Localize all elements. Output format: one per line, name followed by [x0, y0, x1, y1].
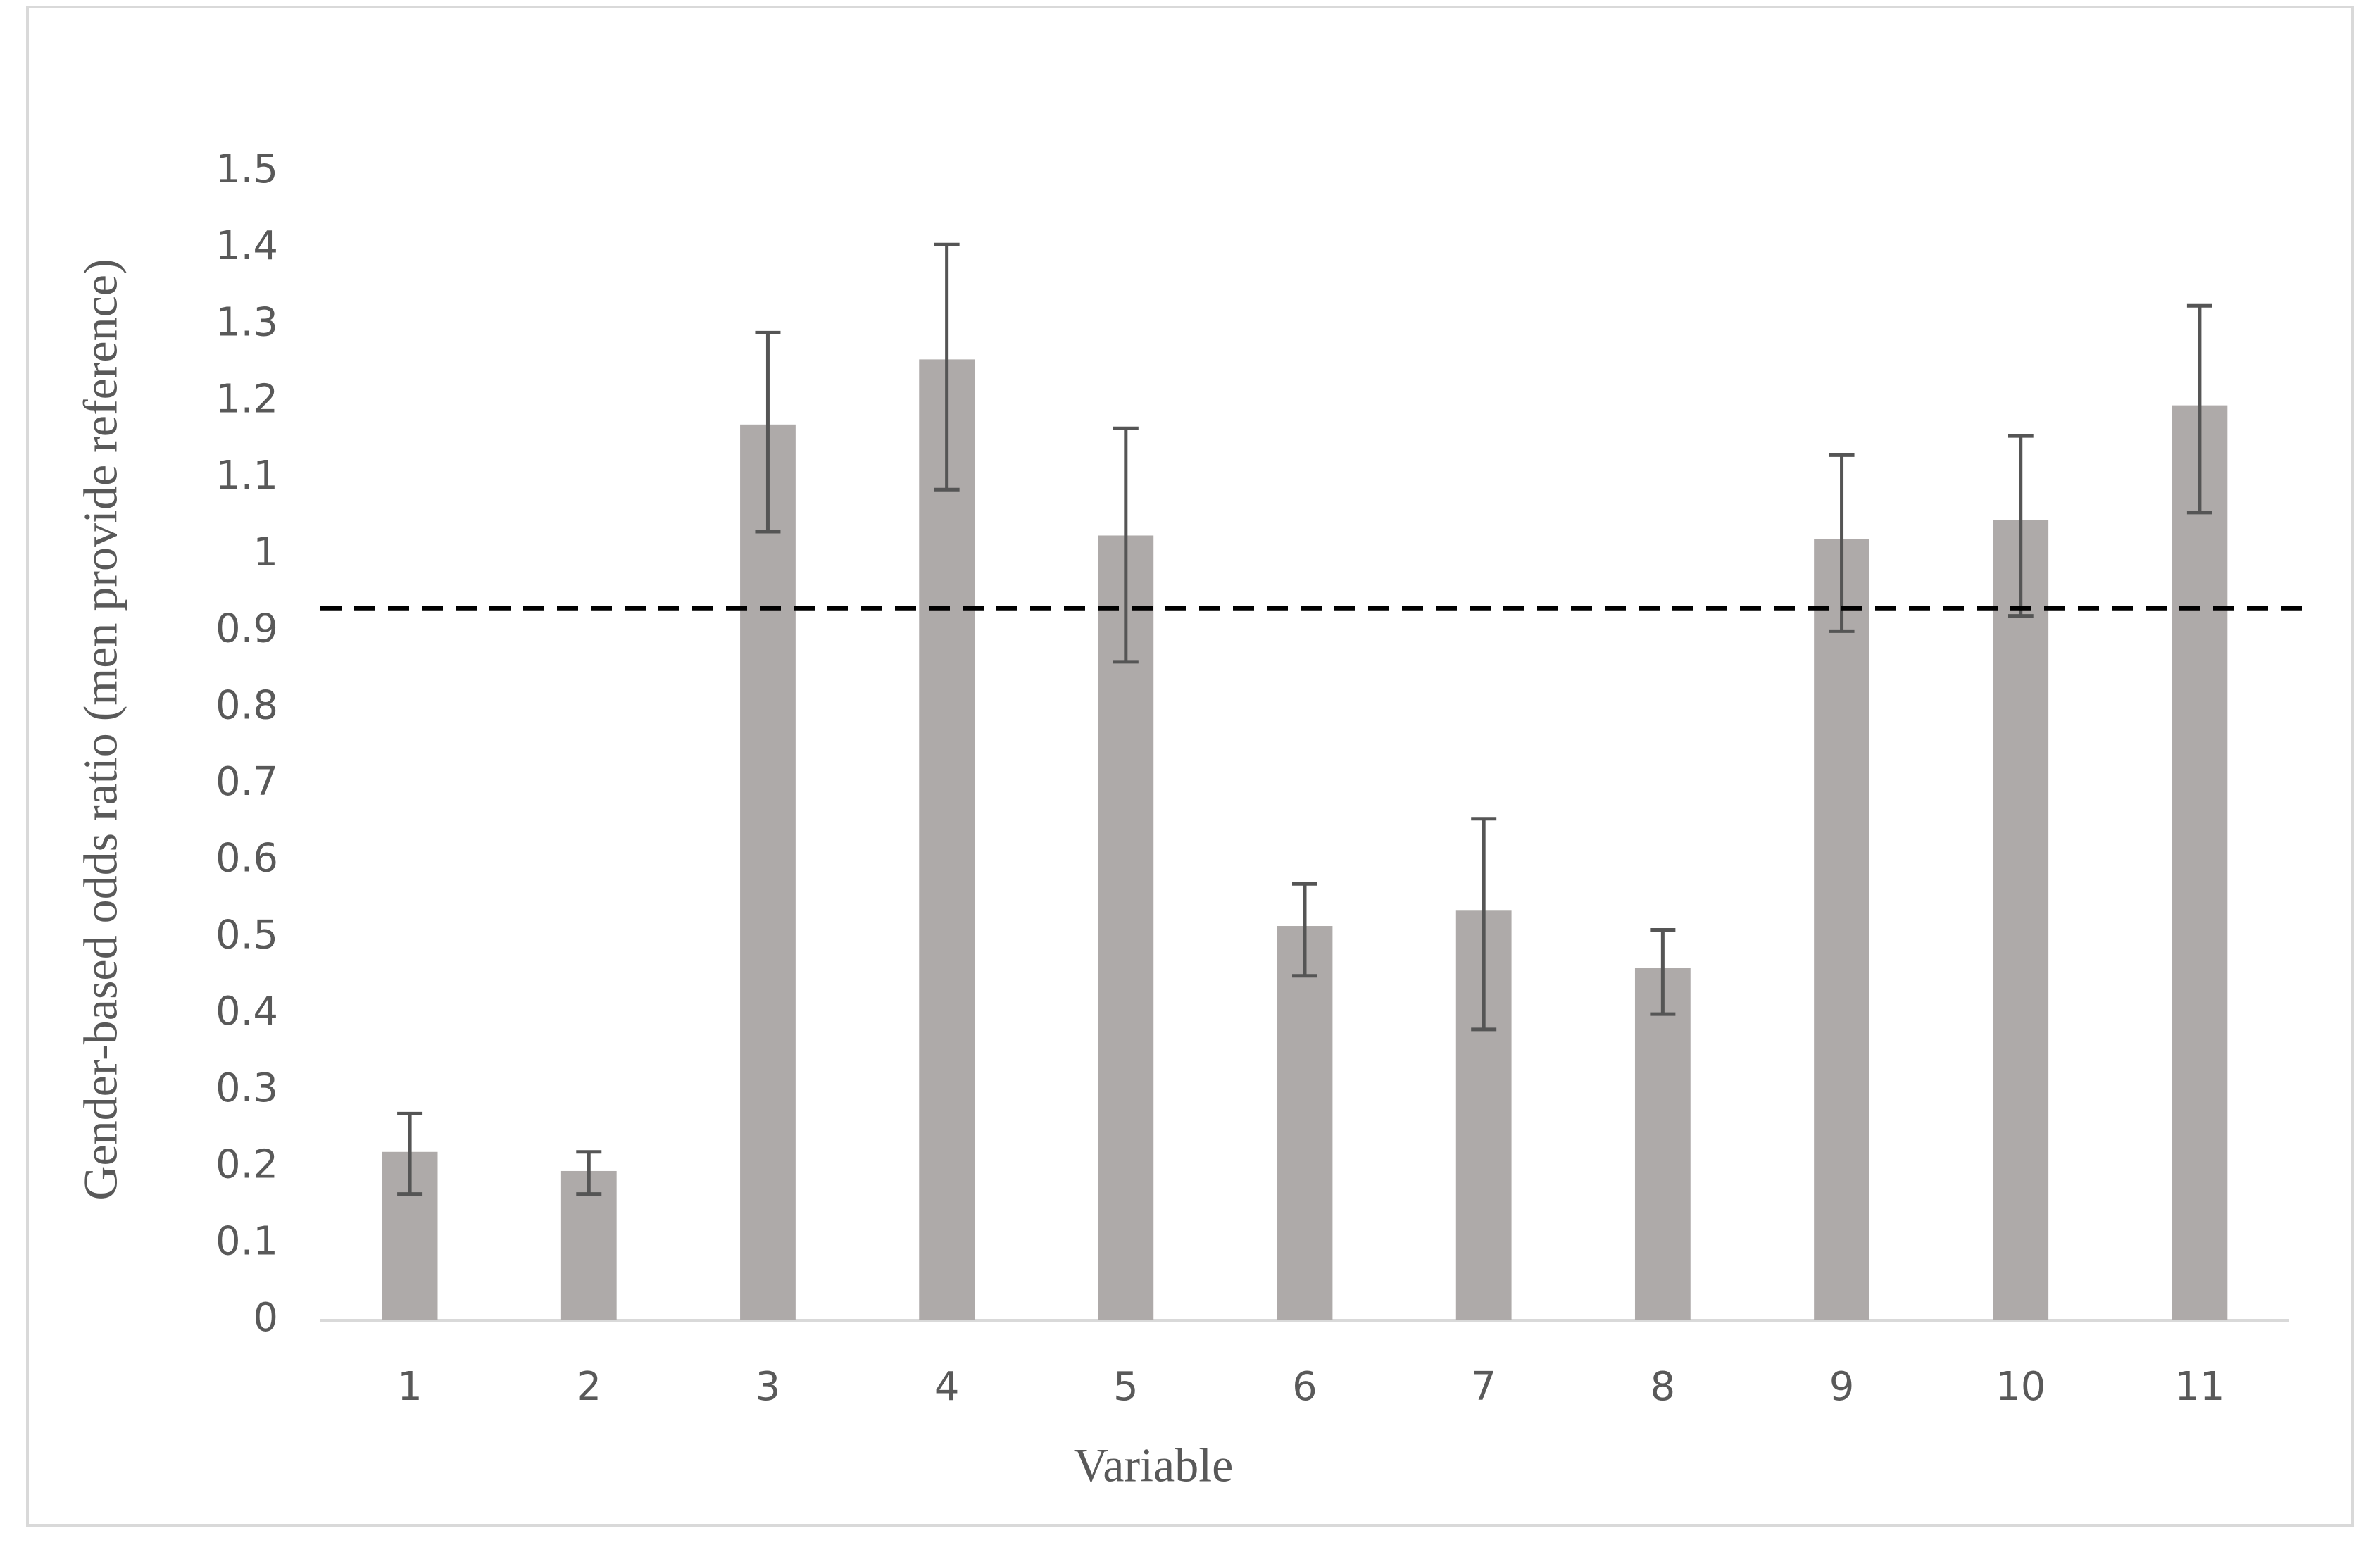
y-tick-label: 0.6	[215, 836, 278, 882]
x-tick-label: 1	[397, 1364, 422, 1410]
y-tick-label: 0.2	[215, 1142, 278, 1188]
bar	[2172, 405, 2228, 1320]
x-tick-label: 5	[1113, 1364, 1139, 1410]
y-tick-label: 0.8	[215, 682, 278, 728]
bar	[1098, 535, 1154, 1320]
bar	[1814, 539, 1869, 1321]
y-tick-label: 1.5	[215, 146, 278, 192]
x-tick-label: 4	[934, 1364, 960, 1410]
x-axis-title: Variable	[1074, 1439, 1234, 1492]
bar	[560, 1170, 617, 1320]
bar	[1993, 520, 2049, 1320]
bar	[919, 359, 975, 1320]
y-tick-label: 1.3	[215, 300, 278, 346]
x-tick-label: 7	[1471, 1364, 1496, 1410]
y-tick-label: 1.4	[215, 223, 278, 269]
bar	[1634, 968, 1691, 1320]
x-tick-label: 10	[1996, 1364, 2046, 1410]
y-tick-label: 0	[253, 1295, 278, 1341]
bar	[740, 424, 796, 1320]
y-tick-label: 0.1	[215, 1218, 278, 1264]
chart-frame	[26, 6, 2354, 1527]
bar	[1277, 926, 1333, 1320]
y-tick-label: 1	[253, 530, 278, 575]
y-tick-label: 1.2	[215, 376, 278, 422]
y-axis-title: Gender-based odds ratio (men provide ref…	[74, 258, 127, 1200]
y-tick-label: 0.5	[215, 912, 278, 958]
x-tick-label: 9	[1829, 1364, 1855, 1410]
y-tick-label: 0.9	[215, 606, 278, 652]
x-tick-label: 8	[1651, 1364, 1676, 1410]
x-tick-label: 3	[756, 1364, 781, 1410]
y-tick-label: 0.3	[215, 1065, 278, 1111]
y-tick-label: 1.1	[215, 453, 278, 499]
x-tick-label: 11	[2174, 1364, 2224, 1410]
y-tick-label: 0.4	[215, 989, 278, 1034]
x-tick-label: 6	[1292, 1364, 1317, 1410]
x-tick-label: 2	[576, 1364, 601, 1410]
y-tick-label: 0.7	[215, 759, 278, 805]
